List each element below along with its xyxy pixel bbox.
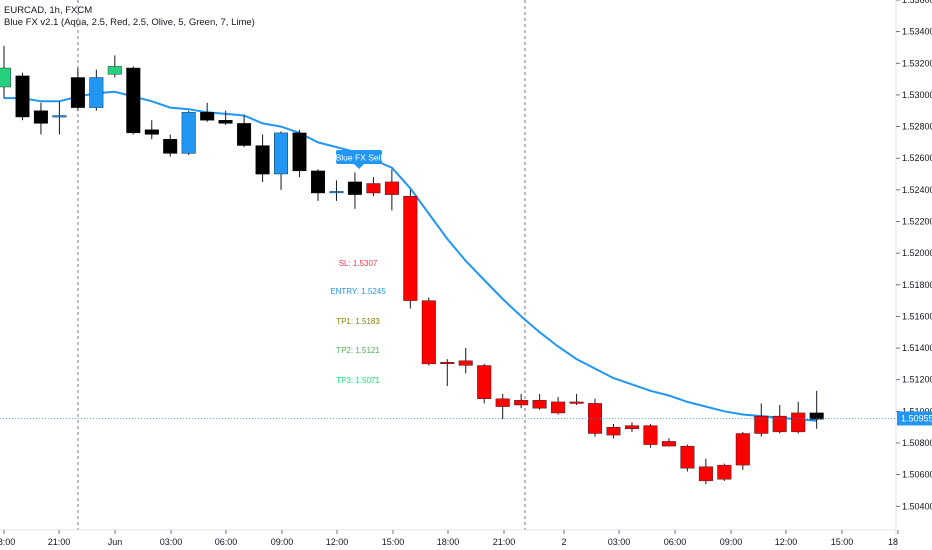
x-tick-label: 15:00: [831, 537, 854, 547]
candle-body: [717, 464, 732, 480]
y-tick-label: 1.52400: [902, 185, 932, 195]
candle-body: [347, 181, 362, 195]
candle-body: [606, 427, 621, 436]
level-label: TP2: 1.5121: [336, 346, 380, 355]
candle-body: [200, 112, 215, 121]
candle-body: [458, 360, 473, 366]
y-tick-label: 1.50800: [902, 438, 932, 448]
x-tick-label: 2: [561, 537, 566, 547]
candle-body: [274, 132, 289, 175]
candle-body: [698, 466, 713, 482]
candle-body: [0, 67, 12, 88]
signal-label: Blue FX Sell: [336, 153, 383, 163]
level-label: ENTRY: 1.5245: [330, 287, 386, 296]
candle-body: [791, 412, 806, 433]
y-tick-label: 1.50600: [902, 470, 932, 480]
current-price-label: 1.50955: [901, 413, 932, 423]
signal-label-pointer: [354, 164, 364, 169]
candle-body: [107, 66, 122, 75]
candle-body: [643, 425, 658, 445]
candle-body: [366, 183, 381, 194]
candle-body: [754, 415, 769, 434]
x-tick-label: 03:00: [608, 537, 631, 547]
x-tick-label: 12:00: [326, 537, 349, 547]
candle-body: [809, 412, 824, 420]
candle-body: [772, 415, 787, 433]
candle-body: [181, 112, 196, 154]
candle-body: [292, 132, 307, 172]
candle-body: [311, 170, 326, 194]
legend-symbol: EURCAD, 1h, FXCM: [4, 5, 92, 16]
candle-body: [440, 362, 455, 364]
candle-body: [625, 425, 640, 430]
candle-body: [163, 138, 178, 154]
x-tick-label: 18:00: [437, 537, 460, 547]
y-tick-label: 1.51200: [902, 375, 932, 385]
level-label: SL: 1.5307: [339, 259, 378, 268]
candle-body: [403, 195, 418, 301]
candle-body: [70, 77, 85, 108]
candle-body: [384, 181, 399, 195]
x-tick-label: 09:00: [720, 537, 743, 547]
candle-body: [237, 123, 252, 146]
candle-body: [735, 433, 750, 466]
signal-label-box: [336, 150, 382, 164]
candle-body: [551, 401, 566, 414]
y-tick-label: 1.51600: [902, 311, 932, 321]
y-tick-label: 1.52600: [902, 153, 932, 163]
y-tick-label: 1.51800: [902, 280, 932, 290]
candle-body: [255, 145, 270, 175]
y-tick-label: 1.53000: [902, 90, 932, 100]
candle-body: [477, 365, 492, 399]
x-tick-label: 06:00: [664, 537, 687, 547]
candle-body: [89, 77, 104, 108]
x-tick-label: 21:00: [493, 537, 516, 547]
candle-body: [144, 129, 159, 135]
y-tick-label: 1.52200: [902, 216, 932, 226]
candle-body: [421, 300, 436, 365]
x-tick-label: 21:00: [48, 537, 71, 547]
candle-body: [33, 110, 48, 124]
y-tick-label: 1.53400: [902, 27, 932, 37]
x-tick-label: 15:00: [382, 537, 405, 547]
candle-body: [329, 191, 344, 194]
x-tick-label: 18: [888, 537, 898, 547]
y-tick-label: 1.52000: [902, 248, 932, 258]
legend-indicator: Blue FX v2.1 (Aqua, 2.5, Red, 2.5, Olive…: [4, 17, 255, 28]
y-tick-label: 1.51400: [902, 343, 932, 353]
x-tick-label: 06:00: [215, 537, 238, 547]
candle-body: [569, 401, 584, 404]
candle-body: [680, 445, 695, 469]
level-label: TP3: 1.5071: [336, 376, 380, 385]
y-tick-label: 1.50400: [902, 501, 932, 511]
x-tick-label: 09:00: [271, 537, 294, 547]
candle-body: [514, 400, 529, 406]
candle-body: [495, 398, 510, 407]
x-tick-label: 18:00: [0, 537, 15, 547]
y-tick-label: 1.51000: [902, 406, 932, 416]
x-tick-label: 03:00: [160, 537, 183, 547]
level-label: TP1: 1.5183: [336, 317, 380, 326]
candle-body: [15, 75, 30, 118]
x-tick-label: Jun: [108, 537, 123, 547]
candle-body: [661, 441, 676, 447]
x-tick-label: 12:00: [775, 537, 798, 547]
current-price-badge: [897, 411, 932, 426]
candle-body: [532, 400, 547, 409]
y-tick-label: 1.52800: [902, 122, 932, 132]
y-tick-label: 1.53600: [902, 0, 932, 5]
y-tick-label: 1.53200: [902, 58, 932, 68]
candle-body: [126, 67, 141, 134]
candle-body: [52, 115, 67, 118]
candle-body: [218, 119, 233, 124]
